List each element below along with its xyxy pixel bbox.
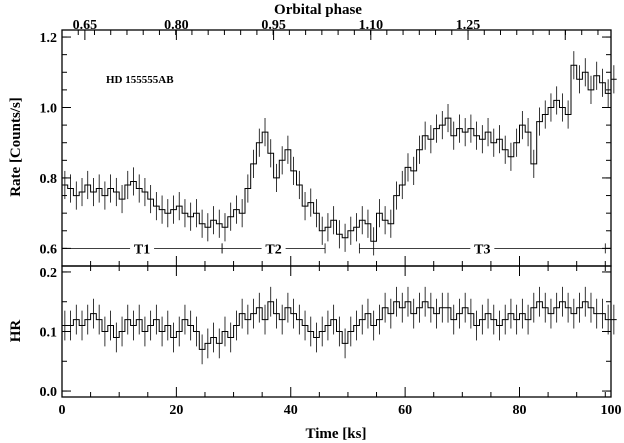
top-axis-title: Orbital phase (274, 2, 362, 18)
rate-ticks (61, 36, 611, 266)
time-tick-label: 80 (513, 403, 527, 418)
time-segments: T1 T2 T3 (61, 242, 606, 257)
rate-ytick-label: 1.0 (40, 101, 58, 116)
phase-tick-label: 0.95 (261, 18, 286, 33)
time-tick-label: 0 (59, 403, 66, 418)
orbital-phase-tick-labels: 0.65 0.80 0.95 1.10 1.25 (73, 18, 481, 33)
phase-tick-label: 0.65 (73, 18, 98, 33)
time-tick-labels: 0 20 40 60 80 100 (59, 403, 622, 418)
hr-ytick-labels: 0.0 0.1 0.2 (40, 266, 58, 400)
phase-tick-label: 1.10 (359, 18, 384, 33)
segment-label: T1 (134, 242, 150, 257)
star-name-annotation: HD 155555AB (106, 74, 174, 86)
time-tick-label: 20 (169, 403, 183, 418)
rate-axis-title: Rate [Counts/s] (8, 97, 24, 197)
hr-axis-title: HR (8, 320, 24, 343)
segment-label: T3 (474, 242, 490, 257)
rate-ytick-labels: 0.6 0.8 1.0 1.2 (40, 31, 58, 257)
hardness-ratio-panel: 0.0 0.1 0.2 0 20 40 60 80 100 HR Time [ks] (8, 265, 622, 442)
time-tick-label: 100 (601, 403, 622, 418)
rate-ytick-label: 0.6 (40, 242, 58, 257)
orbital-phase-ticks (61, 30, 599, 40)
rate-ytick-label: 1.2 (40, 31, 58, 46)
hr-ytick-label: 0.2 (40, 266, 58, 281)
hr-series-line (62, 301, 617, 350)
time-axis-title: Time [ks] (306, 426, 367, 442)
hr-ytick-label: 0.0 (40, 385, 58, 400)
time-tick-label: 60 (398, 403, 412, 418)
phase-tick-label: 1.25 (456, 18, 481, 33)
rate-ytick-label: 0.8 (40, 172, 58, 187)
time-tick-label: 40 (284, 403, 298, 418)
rate-panel: 0.6 0.8 1.0 1.2 0.65 0.80 0.95 1.10 1.25 T1 T2 T3… (8, 2, 617, 267)
phase-tick-label: 0.80 (164, 18, 189, 33)
hr-ytick-label: 0.1 (40, 326, 58, 341)
hr-ticks (61, 266, 611, 397)
hr-error-bars (64, 286, 615, 365)
rate-series-line (62, 64, 617, 242)
segment-label: T2 (265, 242, 281, 257)
